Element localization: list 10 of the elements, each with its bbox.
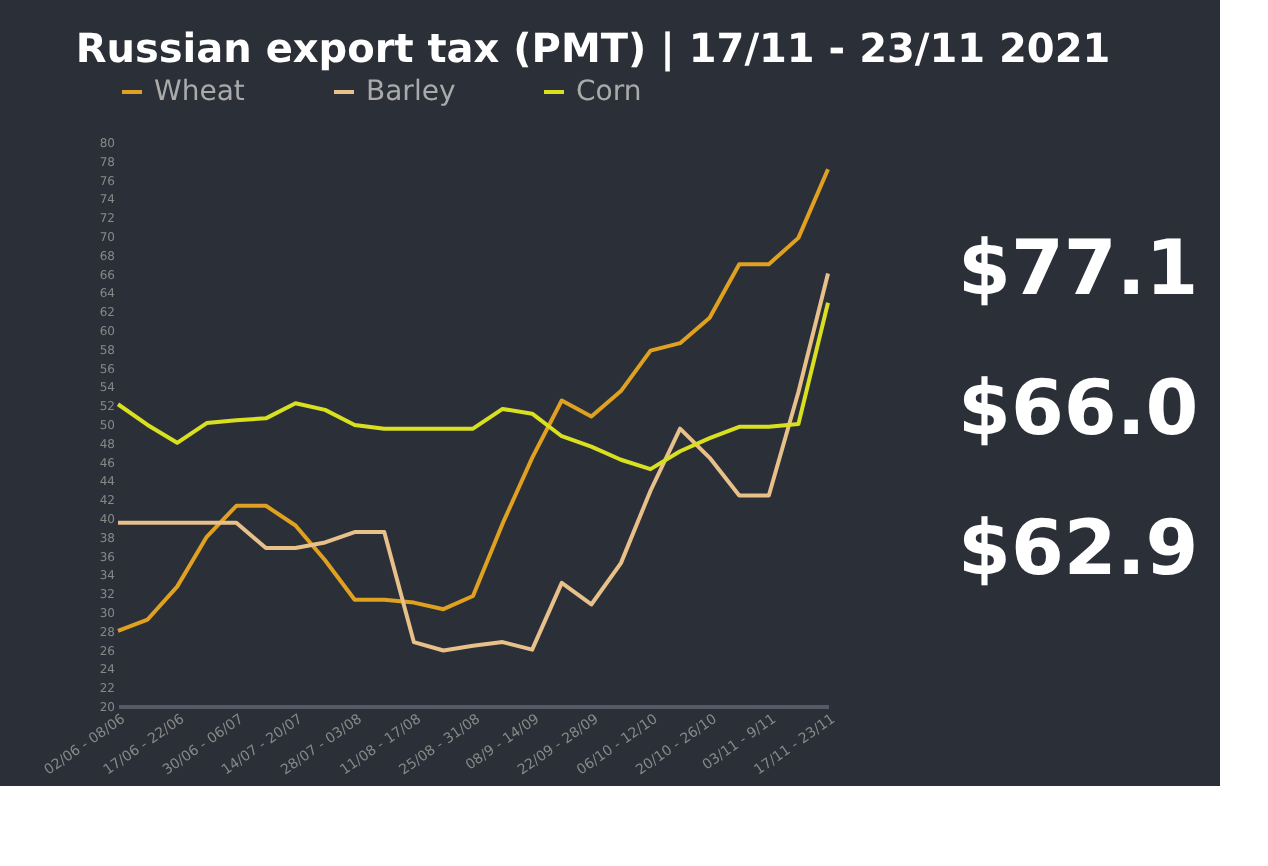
line-series [116,167,830,633]
text: $62.9 [958,504,1199,592]
legend-label: Corn [576,76,642,108]
text: $66.0 [958,364,1199,452]
line-series [116,271,830,653]
line-series [116,300,830,472]
legend-label: Barley [366,76,456,108]
legend-label: Wheat [154,76,246,108]
text: $77.1 [958,224,1199,312]
chart-title: Russian export tax (PMT) | 17/11 - 23/11 2021 [75,24,1111,72]
